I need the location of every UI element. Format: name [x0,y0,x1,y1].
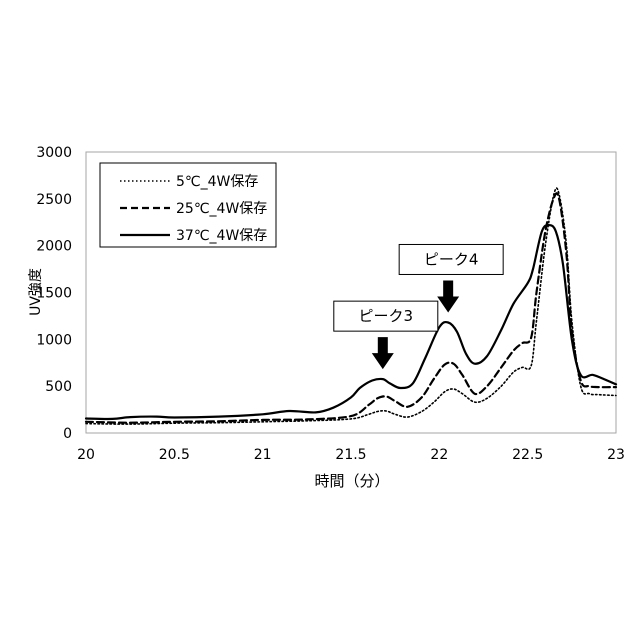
x-tick-label: 20.5 [159,447,190,463]
x-axis-label: 時間（分） [314,472,389,490]
y-tick-label: 2500 [36,192,72,208]
peak-arrow-1 [372,337,394,369]
x-tick-label: 21.5 [335,447,366,463]
legend-label-3: 37℃_4W保存 [176,228,267,244]
y-tick-label: 1500 [36,286,72,302]
x-tick-label: 22.5 [512,447,543,463]
plot-area: 0 500 1000 1500 2000 2500 3000 20 20.5 21 21.5 22 22… [36,145,625,463]
x-tick-label: 22 [430,447,448,463]
peak-arrow-2 [437,280,459,312]
legend-label-1: 5℃_4W保存 [176,174,258,190]
legend-label-2: 25℃_4W保存 [176,201,267,217]
y-tick-label: 1000 [36,332,72,348]
y-tick-label: 500 [45,379,72,395]
x-tick-label: 21 [254,447,272,463]
peak-label-2: ピーク4 [424,250,479,268]
x-tick-label: 20 [77,447,95,463]
x-tick-label: 23 [607,447,625,463]
peak-label-1: ピーク3 [359,307,414,325]
y-tick-label: 0 [63,426,72,442]
y-tick-label: 2000 [36,239,72,255]
y-tick-label: 3000 [36,145,72,161]
